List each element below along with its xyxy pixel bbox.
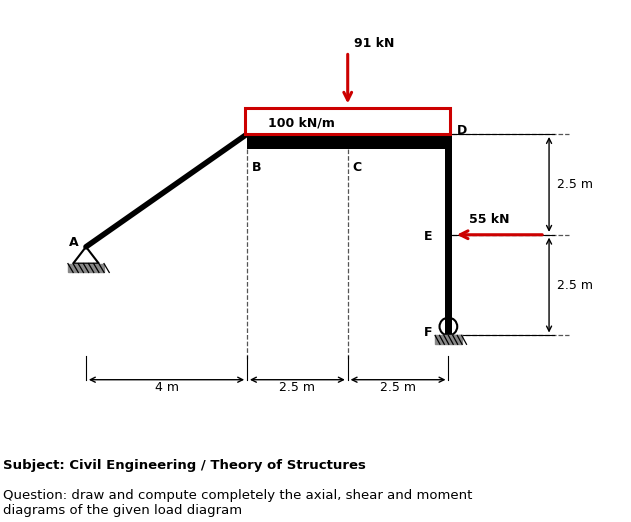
Text: 2.5 m: 2.5 m: [557, 279, 593, 292]
Bar: [68, 264, 104, 272]
Text: 2.5 m: 2.5 m: [280, 381, 316, 394]
Text: 91 kN: 91 kN: [354, 37, 394, 50]
Text: 55 kN: 55 kN: [469, 213, 509, 226]
Text: Question: draw and compute completely the axial, shear and moment
diagrams of th: Question: draw and compute completely th…: [3, 489, 473, 517]
Bar: [245, 108, 451, 134]
Bar: [435, 336, 462, 345]
Text: C: C: [353, 161, 362, 174]
Text: 4 m: 4 m: [155, 381, 179, 394]
Bar: [445, 134, 452, 336]
Bar: [247, 134, 449, 149]
Text: A: A: [69, 236, 79, 250]
Text: D: D: [457, 124, 468, 137]
Text: B: B: [252, 161, 261, 174]
Text: 2.5 m: 2.5 m: [380, 381, 416, 394]
Text: 2.5 m: 2.5 m: [557, 178, 593, 191]
Text: F: F: [423, 326, 432, 339]
Text: Subject: Civil Engineering / Theory of Structures: Subject: Civil Engineering / Theory of S…: [3, 459, 366, 472]
Text: 100 kN/m: 100 kN/m: [268, 116, 335, 129]
Text: E: E: [423, 230, 432, 243]
